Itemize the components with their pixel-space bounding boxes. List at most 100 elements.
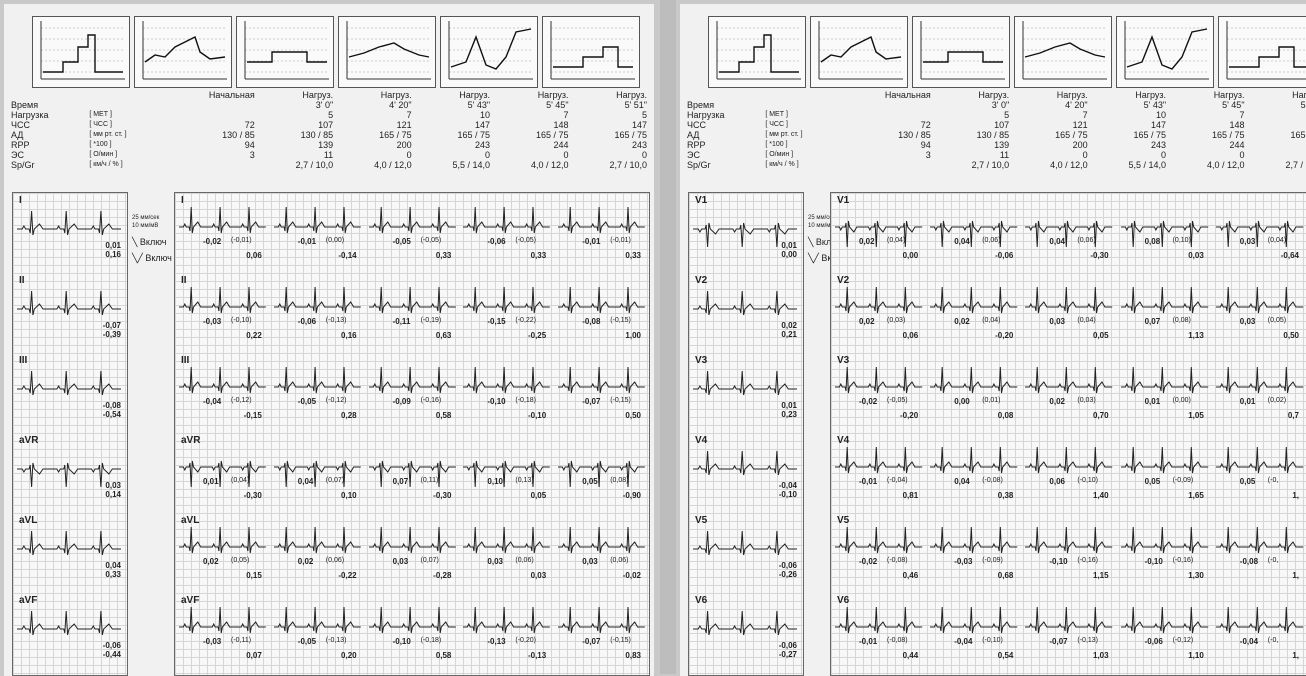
summary-table: Начальная Нагруз. Нагруз. Нагруз. Нагруз. Наг… bbox=[684, 90, 1306, 170]
st-reference: (-0,22) bbox=[515, 317, 537, 324]
st-reference: (0,07) bbox=[420, 557, 439, 564]
summary-value: 0 bbox=[1239, 150, 1245, 160]
stage-beat: -0,01 (-0,08) 0,44 bbox=[831, 593, 926, 673]
summary-value: 4,0 / 12,0 bbox=[1050, 160, 1088, 170]
summary-value: 72 bbox=[920, 120, 931, 130]
stage-header: Начальная bbox=[208, 90, 255, 100]
st-reference: (0,03) bbox=[1077, 397, 1096, 404]
st-reference: (0,00) bbox=[1172, 397, 1191, 404]
trend-thumbnails bbox=[708, 16, 1306, 88]
baseline-ecg-panel: V1 0,01 0,00 V2 0,02 0,21 V3 0,01 0,23 V4 -0,04 -0,… bbox=[688, 192, 804, 676]
ecg-trace bbox=[368, 606, 456, 634]
st-slope: 0,07 bbox=[246, 651, 262, 660]
st-level: 0,02 bbox=[859, 317, 875, 326]
summary-value: 165 / 75 bbox=[1290, 130, 1306, 140]
st-slope: 0,14 bbox=[105, 490, 121, 499]
st-level: 0,03 bbox=[105, 481, 121, 490]
summary-value: 147 bbox=[631, 120, 647, 130]
summary-row: RPP [ *100 ] 94 139 200 243 244 243 bbox=[8, 140, 650, 150]
summary-value: 94 bbox=[920, 140, 931, 150]
st-level: -0,05 bbox=[297, 397, 317, 406]
st-level: -0,10 bbox=[1144, 557, 1163, 566]
st-slope: 0,23 bbox=[781, 410, 797, 419]
stage-beat: -0,01 (0,00) -0,14 bbox=[270, 193, 365, 273]
st-slope: -0,15 bbox=[243, 411, 262, 420]
stage-beat: -0,05 (-0,13) 0,20 bbox=[270, 593, 365, 673]
st-values: -0,06 -0,44 bbox=[103, 641, 121, 659]
stage-beat: -0,06 (-0,12) 1,10 bbox=[1117, 593, 1212, 673]
summary-value: 10 bbox=[1156, 110, 1167, 120]
summary-table: Начальная Нагруз. Нагруз. Нагруз. Нагруз. Наг… bbox=[8, 90, 650, 170]
row-unit: [ О/мин ] bbox=[89, 151, 118, 158]
row-unit: [ *100 ] bbox=[89, 141, 112, 148]
lead-label: aVR bbox=[181, 435, 201, 446]
trend-thumbnail bbox=[912, 16, 1010, 88]
st-reference: (0,02) bbox=[1267, 397, 1287, 404]
row-unit: [ *100 ] bbox=[765, 141, 788, 148]
stage-header: Нагруз. bbox=[616, 90, 647, 100]
stage-beat: 0,07 (0,08) 1,13 bbox=[1117, 273, 1212, 353]
trend-graph-icon bbox=[40, 21, 125, 80]
row-unit: [ км/ч / % ] bbox=[765, 161, 799, 168]
lead-label: V5 bbox=[837, 515, 850, 526]
ecg-trace bbox=[558, 526, 645, 554]
ecg-trace bbox=[463, 286, 551, 314]
summary-value: 3' 0" bbox=[315, 100, 334, 110]
trend-thumbnail bbox=[708, 16, 806, 88]
ecg-trace bbox=[1215, 606, 1303, 634]
lead-label: II bbox=[181, 275, 187, 286]
ecg-trace bbox=[1025, 446, 1113, 474]
stage-beat: -0,04 (-0, 1, bbox=[1212, 593, 1306, 673]
st-reference: (-0,10) bbox=[1077, 477, 1099, 484]
st-reference: (-0,12) bbox=[231, 397, 252, 404]
stage-lead-row: II -0,03 (-0,10) 0,22 -0,06 (-0,13) 0,16 -0,11 (… bbox=[175, 273, 649, 353]
trend-thumbnail bbox=[338, 16, 436, 88]
ecg-trace bbox=[1215, 366, 1303, 394]
st-values: 0,03 0,14 bbox=[105, 481, 121, 499]
summary-value: 130 / 85 bbox=[222, 130, 255, 140]
trend-line bbox=[450, 28, 532, 70]
st-level: 0,05 bbox=[1239, 477, 1256, 486]
calibration-legend: 25 мм/сек 10 мм/мВ ╲ Включ ╲╱ Включ bbox=[808, 214, 848, 263]
stage-summary: Начальная Нагруз. Нагруз. Нагруз. Нагруз. Наг… bbox=[8, 90, 650, 170]
ecg-trace bbox=[930, 286, 1018, 314]
st-reference: (-0,19) bbox=[420, 317, 442, 324]
st-slope: 0,03 bbox=[530, 571, 547, 580]
lead-label: V5 bbox=[695, 515, 708, 526]
summary-value: 7 bbox=[563, 110, 569, 120]
st-reference: (0,07) bbox=[325, 477, 345, 484]
sheet-gap bbox=[660, 0, 676, 674]
ecg-trace bbox=[17, 290, 121, 316]
lead-label: aVL bbox=[181, 515, 200, 526]
st-level: -0,04 bbox=[778, 481, 797, 490]
stage-beat: -0,01 (-0,04) 0,81 bbox=[831, 433, 926, 513]
trend-thumbnail bbox=[1014, 16, 1112, 88]
row-label: ЭС bbox=[687, 150, 700, 160]
ecg-trace bbox=[1215, 446, 1303, 474]
stage-beat: 0,04 (0,07) 0,10 bbox=[270, 433, 365, 513]
stage-beat: 0,03 (0,07) -0,28 bbox=[365, 513, 460, 593]
summary-value: 5' 45" bbox=[1222, 100, 1245, 110]
ecg-trace bbox=[558, 286, 645, 314]
st-reference: (-0,13) bbox=[1077, 637, 1099, 644]
st-slope: 1, bbox=[1292, 571, 1299, 580]
ecg-trace bbox=[835, 446, 923, 474]
st-reference: (0,10) bbox=[1172, 237, 1191, 244]
st-level: -0,04 bbox=[1239, 637, 1259, 646]
st-slope: 0,05 bbox=[1093, 331, 1109, 340]
summary-value: 107 bbox=[318, 120, 334, 130]
lead-label: V4 bbox=[695, 435, 708, 446]
trend-graph-icon bbox=[550, 21, 635, 80]
stage-beat: -0,05 (-0,05) 0,33 bbox=[365, 193, 460, 273]
trend-thumbnail bbox=[440, 16, 538, 88]
st-reference: (-0,15) bbox=[610, 637, 631, 644]
summary-value: 5' 43" bbox=[1143, 100, 1167, 110]
summary-value: 5' 43" bbox=[467, 100, 491, 110]
summary-value: 147 bbox=[1151, 120, 1167, 130]
ecg-trace bbox=[558, 366, 645, 394]
baseline-lead: aVR 0,03 0,14 bbox=[13, 433, 127, 513]
st-reference: (-0,18) bbox=[515, 397, 537, 404]
summary-row: Время 3' 0" 4' 20" 5' 43" 5' 45" 5' 51" bbox=[8, 100, 650, 110]
ecg-trace bbox=[835, 606, 923, 634]
summary-value: 5,5 / 14,0 bbox=[1128, 160, 1167, 170]
